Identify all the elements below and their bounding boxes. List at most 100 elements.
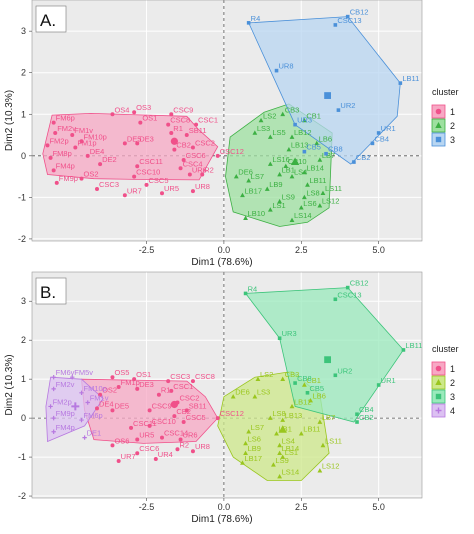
- point-label: UR3: [282, 329, 297, 338]
- data-point: [79, 417, 84, 423]
- y-tick-label: 3: [21, 26, 26, 36]
- x-tick-label: 5.0: [372, 502, 385, 512]
- point-label: UR8: [279, 62, 294, 71]
- data-point: [317, 419, 323, 424]
- data-point: [277, 473, 283, 479]
- point-label: FM9p: [59, 174, 78, 183]
- data-point: [298, 205, 304, 210]
- y-tick-label: 0: [21, 151, 26, 161]
- data-point: [274, 431, 279, 436]
- data-point: [153, 457, 158, 462]
- data-point: [336, 108, 341, 112]
- data-point: [51, 168, 56, 173]
- point-label: LS1: [285, 448, 298, 457]
- point-label: LB7: [322, 151, 335, 160]
- data-point: [187, 172, 192, 177]
- x-tick-label: 2.5: [295, 502, 308, 512]
- plot-border: [31, 0, 423, 242]
- data-point: [132, 110, 137, 115]
- data-point: [135, 437, 140, 442]
- legend-label-2: 2: [450, 378, 455, 388]
- point-label: DE6: [235, 388, 250, 397]
- data-point: [160, 191, 164, 196]
- data-point: [345, 285, 350, 290]
- data-point: [147, 423, 152, 428]
- point-label: LB13: [285, 411, 303, 420]
- point-label: FM2v: [56, 380, 75, 389]
- point-label: LB14: [306, 163, 324, 172]
- data-point: [355, 412, 359, 417]
- point-label: SB11: [189, 126, 207, 135]
- data-point: [246, 21, 251, 25]
- point-label: FM10p: [84, 132, 107, 141]
- point-label: CSC12: [220, 147, 244, 156]
- point-label: LB17: [244, 186, 262, 195]
- y-axis-title: Dim2 (10.3%): [4, 90, 15, 151]
- point-label: LB6: [319, 134, 332, 143]
- data-point: [169, 130, 174, 135]
- x-tick-label: 0.0: [218, 502, 231, 512]
- point-label: R2: [204, 166, 214, 175]
- point-label: LS11: [325, 184, 342, 193]
- point-label: CB2: [176, 141, 191, 150]
- data-point: [401, 348, 406, 352]
- y-tick-label: -2: [18, 234, 26, 244]
- point-label: LS1: [272, 201, 285, 210]
- data-point: [286, 146, 292, 152]
- point-label: R4: [248, 284, 258, 293]
- data-point: [116, 458, 121, 463]
- data-point: [73, 145, 78, 150]
- data-point: [271, 462, 276, 467]
- panel-label-text: A.: [40, 11, 56, 30]
- data-point: [110, 112, 115, 117]
- panel-label: A.: [35, 5, 67, 33]
- data-point: [305, 390, 310, 395]
- point-label: DE5: [114, 401, 129, 410]
- data-point: [230, 394, 236, 399]
- point-label: LS14: [282, 468, 300, 477]
- point-label: CSC10: [136, 168, 160, 177]
- panel-label: B.: [35, 277, 67, 305]
- point-label: LS8: [306, 188, 319, 197]
- x-tick-label: -2.5: [139, 502, 155, 512]
- data-point: [215, 416, 220, 421]
- point-label: CSC8: [195, 372, 215, 381]
- data-point: [267, 207, 273, 212]
- data-point: [314, 140, 320, 146]
- legend-marker: [435, 122, 442, 128]
- point-label: LS16: [272, 155, 290, 164]
- data-point: [302, 149, 307, 154]
- data-point: [301, 382, 307, 387]
- data-point: [190, 189, 195, 194]
- point-label: LS7: [251, 423, 264, 432]
- point-label: FM1v: [74, 126, 93, 135]
- data-point: [156, 392, 161, 397]
- data-point: [166, 122, 171, 127]
- data-point: [289, 403, 295, 409]
- point-label: UR7: [127, 186, 142, 195]
- point-label: CSC3: [170, 372, 190, 381]
- data-point: [85, 400, 90, 405]
- point-label: UR8: [195, 442, 210, 451]
- data-point: [70, 133, 75, 138]
- point-label: R1: [173, 124, 183, 133]
- point-label: FM1p: [77, 139, 96, 148]
- cluster-centroid: [324, 356, 331, 364]
- point-label: FM2p: [53, 397, 72, 406]
- y-tick-label: 0: [21, 413, 26, 423]
- data-point: [289, 134, 295, 139]
- point-label: DE2: [102, 155, 117, 164]
- point-label: CSC2: [195, 139, 215, 148]
- data-point: [333, 373, 338, 378]
- point-label: R2: [179, 440, 189, 449]
- data-point: [280, 376, 286, 381]
- data-point: [110, 375, 115, 380]
- legend-marker: [435, 407, 442, 414]
- data-point: [169, 112, 174, 117]
- point-label: CB12: [350, 279, 369, 288]
- point-label: OS1: [142, 114, 157, 123]
- point-label: CB1: [306, 112, 321, 121]
- y-tick-label: -1: [18, 452, 26, 462]
- point-label: LB9: [248, 444, 261, 453]
